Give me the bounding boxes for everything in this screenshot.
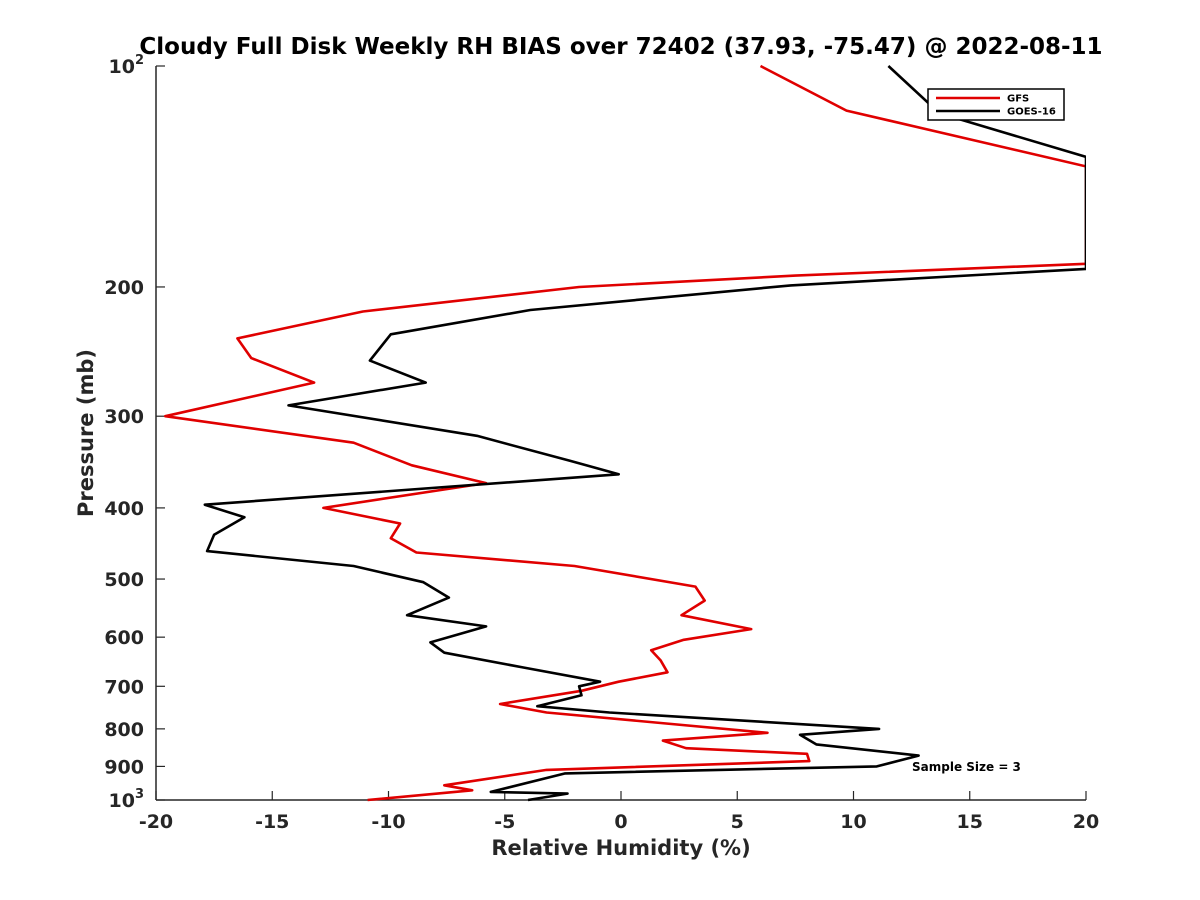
legend-box: [927, 88, 1065, 121]
y-tick-label: 103: [109, 787, 145, 812]
series-line-goes-16: [203, 65, 1086, 802]
x-tick-label: -5: [494, 811, 515, 833]
y-tick-label: 600: [104, 627, 144, 649]
x-tick-label: -20: [139, 811, 173, 833]
y-axis-label: Pressure (mb): [74, 349, 98, 517]
chart-title: Cloudy Full Disk Weekly RH BIAS over 724…: [139, 34, 1102, 60]
x-axis-label: Relative Humidity (%): [491, 836, 750, 860]
y-tick-label: 800: [104, 719, 144, 741]
x-tick-label: 20: [1073, 811, 1099, 833]
legend-label: GOES-16: [1007, 107, 1056, 118]
y-tick-label: 300: [104, 406, 144, 428]
y-tick-label: 102: [109, 53, 145, 78]
x-tick-label: 15: [957, 811, 983, 833]
x-tick-label: 10: [840, 811, 866, 833]
sample-size-annotation: Sample Size = 3: [912, 760, 1021, 774]
y-tick-label: 700: [104, 676, 144, 698]
x-tick-label: -10: [371, 811, 405, 833]
x-tick-label: -15: [255, 811, 289, 833]
y-tick-label: 500: [104, 569, 144, 591]
axes: -20 -15 -10 -5 0 5 10 15 20 102 200 300 400 500 600 700…: [104, 53, 1099, 833]
legend-label: GFS: [1007, 94, 1029, 105]
y-tick-label: 400: [104, 498, 144, 520]
x-tick-label: 0: [614, 811, 627, 833]
y-tick-label: 200: [104, 277, 144, 299]
legend: GFS GOES-16: [927, 88, 1065, 121]
y-tick-label: 900: [104, 756, 144, 778]
series-line-gfs: [164, 64, 1086, 802]
series-layer: [164, 64, 1086, 802]
x-tick-label: 5: [731, 811, 744, 833]
